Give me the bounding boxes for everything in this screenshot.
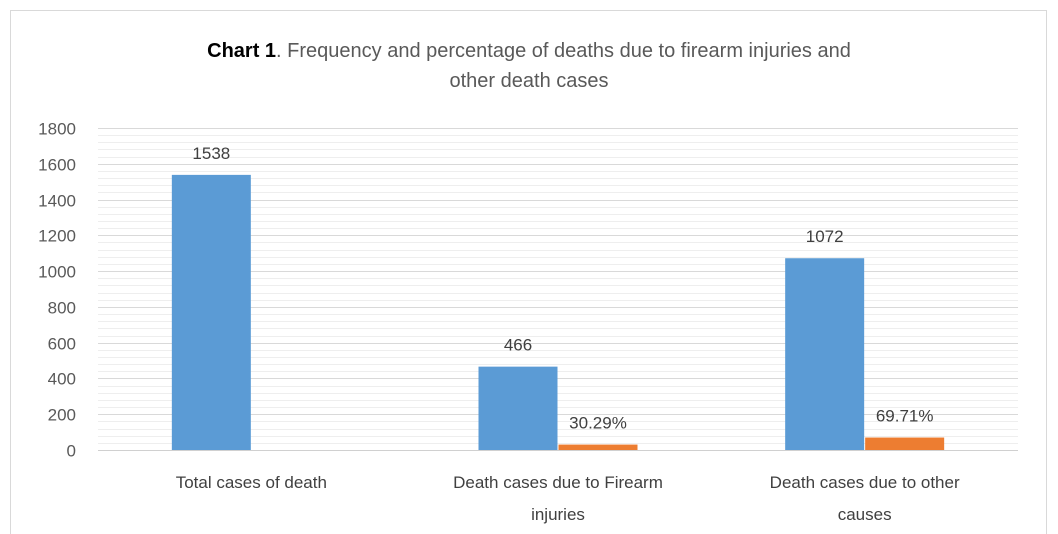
x-category-label: injuries: [531, 505, 585, 524]
x-category-label: Death cases due to Firearm: [453, 473, 663, 492]
bar-series1-cat3: [785, 258, 865, 450]
x-category-label: Total cases of death: [176, 473, 327, 492]
chart-title-bold: Chart 1: [207, 40, 277, 62]
chart-title-rest: . Frequency and percentage of deaths due…: [276, 40, 851, 62]
bars: 1538 466 30.29% 1072 69.71%: [171, 144, 945, 450]
bar-series2-cat2: [558, 444, 638, 450]
x-category-label: causes: [838, 505, 892, 524]
gridlines: [98, 128, 1018, 451]
data-label: 466: [504, 336, 532, 355]
y-tick-label: 1200: [38, 227, 76, 246]
data-label: 1072: [806, 227, 844, 246]
y-axis: 0 200 400 600 800 1000 1200 1400 1600 1800: [38, 120, 76, 461]
y-tick-label: 600: [48, 335, 76, 354]
y-tick-label: 1800: [38, 120, 76, 139]
x-axis: Total cases of death Death cases due to F…: [176, 473, 960, 524]
y-tick-label: 200: [48, 406, 76, 425]
x-category-label: Death cases due to other: [770, 473, 960, 492]
data-label: 1538: [192, 144, 230, 163]
data-label: 30.29%: [569, 414, 627, 433]
data-label: 69.71%: [876, 407, 934, 426]
chart-title: Chart 1. Frequency and percentage of dea…: [0, 36, 1058, 96]
chart-title-line2: other death cases: [449, 70, 609, 92]
bar-series1-cat1: [171, 174, 251, 450]
y-tick-label: 400: [48, 370, 76, 389]
y-tick-label: 1600: [38, 156, 76, 175]
bar-series2-cat3: [865, 437, 945, 450]
y-tick-label: 1000: [38, 263, 76, 282]
y-tick-label: 1400: [38, 192, 76, 211]
bar-series1-cat2: [478, 366, 558, 450]
y-tick-label: 800: [48, 299, 76, 318]
y-tick-label: 0: [67, 442, 76, 461]
